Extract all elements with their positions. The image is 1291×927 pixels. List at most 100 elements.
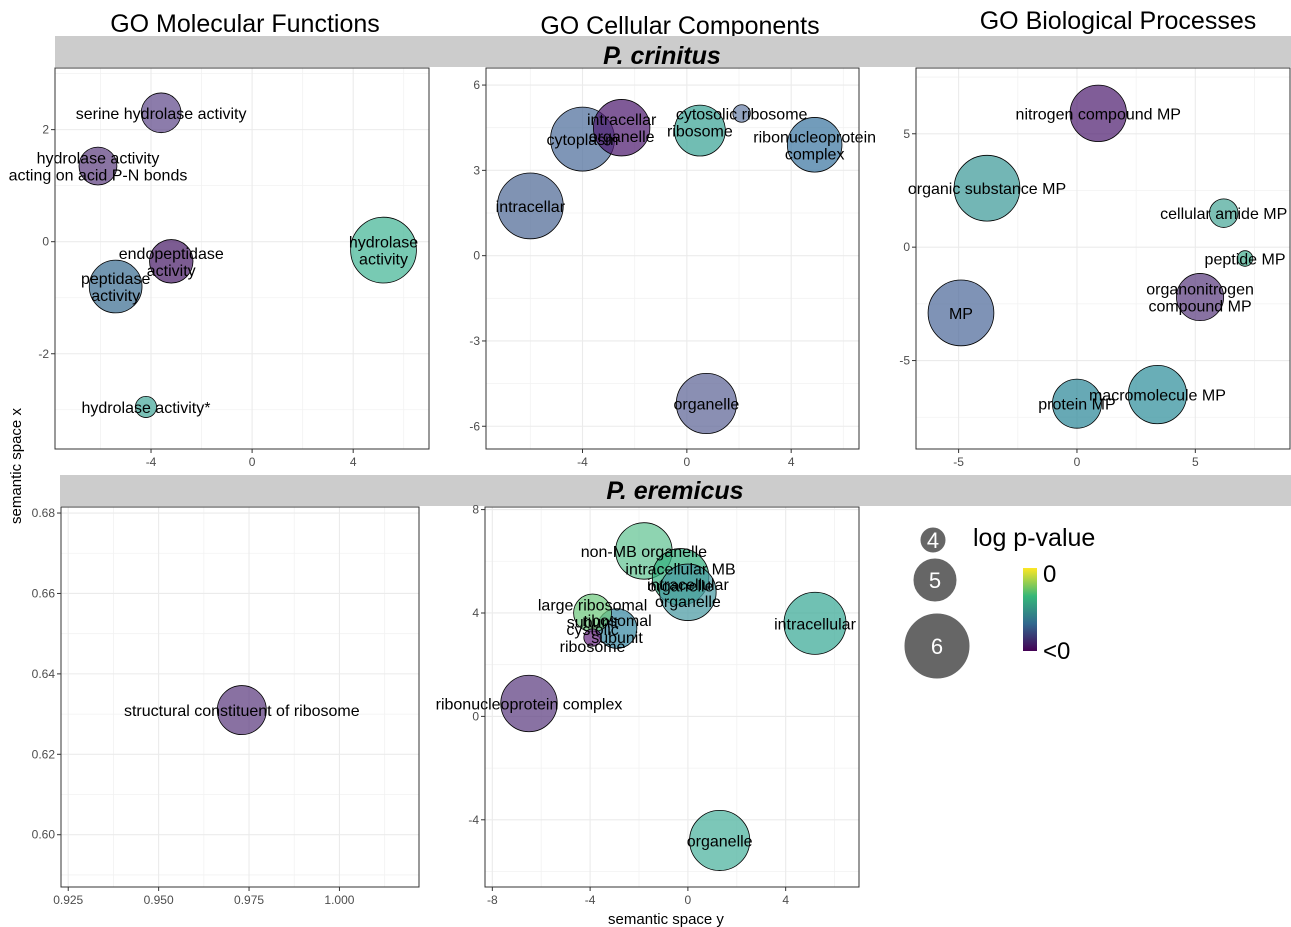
y-tick-label: 0.66 [32, 586, 56, 600]
y-axis-title: semantic space x [8, 408, 25, 524]
panel-border [54, 67, 430, 450]
y-tick-label: -4 [468, 813, 479, 827]
data-label: subunit [591, 630, 643, 647]
legend-size-label-5: 5 [929, 568, 941, 593]
x-tick-label: 0 [684, 455, 691, 469]
y-tick-label: 5 [903, 127, 910, 141]
data-label: cellular amide MP [1160, 206, 1287, 223]
data-label: activity [91, 288, 140, 305]
data-label: cytosolic ribosome [676, 106, 808, 123]
panel-border [484, 506, 860, 888]
data-label: MP [949, 306, 973, 323]
legend-size-4 [919, 526, 947, 554]
y-tick-label: 0.62 [32, 747, 56, 761]
data-point [783, 591, 847, 655]
panel-border [60, 506, 420, 888]
legend-size-label-4: 4 [927, 528, 939, 553]
panel-border [915, 67, 1291, 450]
y-tick-label: 3 [473, 163, 480, 177]
data-point [350, 216, 417, 284]
data-point [592, 99, 651, 157]
data-label: intracellular MB [625, 561, 735, 578]
panels: -4 0 4 -2 0 2 serine hydrolase activity hydrola… [9, 67, 1291, 907]
data-label: intracellar [496, 199, 566, 216]
x-tick-label: -4 [146, 455, 157, 469]
data-label: activity [147, 263, 196, 280]
y-tick-label: 0.64 [32, 667, 56, 681]
x-tick-label: 0.950 [144, 893, 174, 907]
data-point [1069, 84, 1127, 143]
x-tick-label: 5 [1192, 455, 1199, 469]
x-tick-label: 4 [350, 455, 357, 469]
data-point [1052, 378, 1102, 429]
legend-size-6 [903, 612, 971, 680]
data-label: ribosome [560, 639, 626, 656]
x-tick-label: -5 [953, 455, 964, 469]
data-label: large ribosomal [538, 597, 647, 614]
data-point [689, 809, 751, 871]
x-tick-label: 4 [788, 455, 795, 469]
column-title-biological-processes: GO Biological Processes [980, 7, 1257, 35]
data-label: ribonucleoprotein [753, 129, 876, 146]
data-label: ribonucleoprotein complex [436, 696, 623, 713]
data-label: organelle [589, 129, 655, 146]
data-point [216, 685, 267, 735]
y-tick-label: 8 [472, 503, 479, 517]
data-point [497, 172, 564, 240]
y-tick-label: -2 [38, 347, 49, 361]
x-tick-label: 0.975 [234, 893, 264, 907]
data-point [675, 372, 737, 435]
legend: log p-value 4 5 6 0 <0 [903, 524, 1095, 680]
data-label: ribosome [667, 124, 733, 141]
data-point [674, 104, 726, 157]
y-tick-label: 2 [42, 123, 49, 137]
data-label: peptidase [81, 271, 150, 288]
data-label: hydrolase activity* [81, 400, 210, 417]
y-tick-label: 0 [42, 235, 49, 249]
data-point [78, 146, 118, 186]
column-title-molecular-functions: GO Molecular Functions [110, 10, 380, 38]
y-tick-label: -5 [899, 354, 910, 368]
data-label: compound MP [1148, 299, 1251, 316]
data-label: complex [785, 146, 845, 163]
y-tick-label: 0 [903, 240, 910, 254]
data-label: organelle [673, 397, 739, 414]
data-label: non-MB organelle [581, 544, 707, 561]
panel-border [485, 67, 860, 450]
data-point [500, 674, 558, 733]
x-tick-label: -8 [487, 893, 498, 907]
data-label: protein MP [1038, 397, 1115, 414]
strip-label-p-eremicus: P. eremicus [606, 477, 743, 505]
data-point [659, 563, 717, 621]
panel-3: -5 0 5 -5 0 5 nitrogen compound MP organic subs… [899, 67, 1291, 469]
data-point [732, 104, 751, 123]
data-point [786, 117, 843, 173]
y-tick-label: -3 [469, 334, 480, 348]
y-tick-label: -6 [469, 419, 480, 433]
y-tick-label: 0 [473, 249, 480, 263]
data-point [1127, 364, 1188, 425]
data-label: serine hydrolase activity [76, 106, 247, 123]
x-tick-label: -4 [585, 893, 596, 907]
data-label: acting on acid P-N bonds [9, 168, 188, 185]
data-point [1176, 273, 1225, 322]
data-label: peptide MP [1205, 252, 1286, 269]
y-tick-label: 0.68 [32, 506, 56, 520]
data-label: intracellular [647, 577, 729, 594]
data-point [134, 395, 157, 418]
x-tick-label: 0.925 [53, 893, 83, 907]
data-label: organelle [687, 833, 753, 850]
panel-1: -4 0 4 -2 0 2 serine hydrolase activity hydrola… [9, 67, 430, 469]
color-bar-bottom-label: <0 [1043, 638, 1070, 665]
data-label: ribosomal [582, 613, 651, 630]
data-label: macromolecule MP [1089, 388, 1226, 405]
data-point [88, 259, 143, 314]
data-label: endopeptidase [119, 246, 224, 263]
x-tick-label: 1.000 [324, 893, 354, 907]
legend-size-5 [912, 557, 958, 603]
data-label: intracellar [587, 112, 657, 129]
data-point [927, 279, 995, 347]
data-point [140, 92, 182, 134]
